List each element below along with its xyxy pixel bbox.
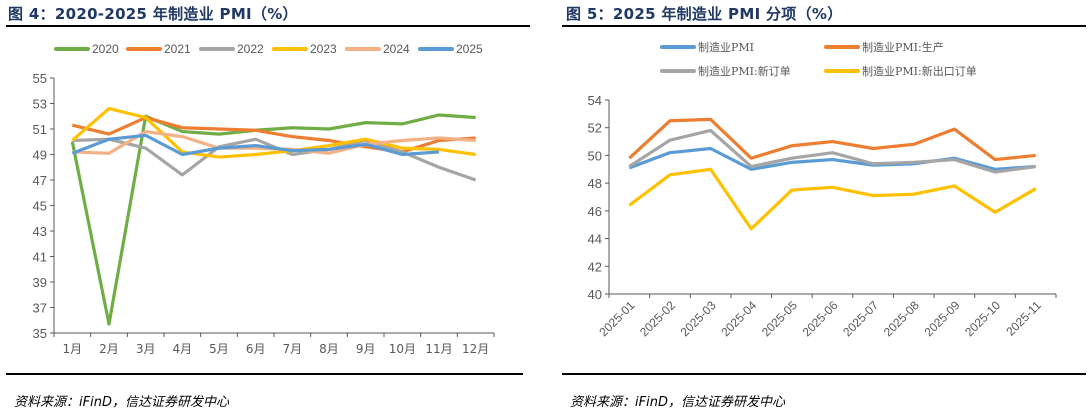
x-tick-label: 2025-05 bbox=[759, 298, 800, 339]
series-line-制造业PMI:新订单 bbox=[628, 128, 1036, 174]
x-tick-label: 2025-06 bbox=[800, 298, 841, 339]
y-tick-label: 35 bbox=[33, 326, 47, 341]
x-tick-label: 2025-01 bbox=[596, 298, 637, 339]
left-title-rule bbox=[6, 25, 530, 27]
y-tick-label: 54 bbox=[588, 93, 602, 108]
x-tick-label: 12月 bbox=[462, 342, 489, 356]
y-tick-label: 43 bbox=[33, 224, 47, 239]
y-tick-label: 45 bbox=[33, 199, 47, 214]
y-tick-label: 49 bbox=[33, 148, 47, 163]
y-tick-label: 53 bbox=[33, 97, 47, 112]
series-line-制造业PMI:新出口订单 bbox=[628, 167, 1037, 231]
y-tick-label: 46 bbox=[588, 204, 602, 219]
x-tick-label: 10月 bbox=[389, 342, 416, 356]
legend-label-2020: 2020 bbox=[92, 42, 119, 56]
legend-label-2021: 2021 bbox=[164, 42, 191, 56]
x-tick-label: 11月 bbox=[425, 342, 452, 356]
right-source-note: 资料来源：iFinD，信达证券研发中心 bbox=[570, 395, 785, 410]
y-tick-label: 44 bbox=[588, 232, 602, 247]
x-tick-label: 2月 bbox=[99, 342, 119, 356]
left-source-note: 资料来源：iFinD，信达证券研发中心 bbox=[14, 395, 229, 410]
x-tick-label: 2025-09 bbox=[921, 298, 962, 339]
right-title-rule bbox=[562, 25, 1086, 27]
legend-label-制造业PMI:生产: 制造业PMI:生产 bbox=[862, 40, 944, 54]
y-tick-label: 39 bbox=[33, 275, 47, 290]
series-line-制造业PMI:生产 bbox=[628, 117, 1036, 162]
legend-label-制造业PMI:新订单: 制造业PMI:新订单 bbox=[698, 64, 791, 78]
x-tick-label: 7月 bbox=[283, 342, 303, 356]
legend-label-制造业PMI: 制造业PMI bbox=[698, 40, 754, 54]
legend-label-2023: 2023 bbox=[310, 42, 337, 56]
series-line-制造业PMI bbox=[628, 146, 1036, 171]
y-tick-label: 51 bbox=[33, 122, 47, 137]
x-tick-label: 2025-07 bbox=[840, 298, 881, 339]
x-tick-label: 6月 bbox=[246, 342, 266, 356]
y-tick-label: 52 bbox=[588, 121, 602, 136]
x-tick-label: 2025-03 bbox=[678, 298, 719, 339]
y-tick-label: 37 bbox=[33, 301, 47, 316]
x-tick-label: 1月 bbox=[63, 342, 83, 356]
left-footer-rule bbox=[6, 373, 523, 375]
x-tick-label: 2025-02 bbox=[637, 298, 678, 339]
x-tick-label: 5月 bbox=[209, 342, 229, 356]
y-tick-label: 48 bbox=[588, 176, 602, 191]
y-tick-label: 41 bbox=[33, 250, 47, 265]
legend-label-2024: 2024 bbox=[383, 42, 410, 56]
series-line-2025 bbox=[71, 133, 440, 157]
series-line-2023 bbox=[71, 106, 476, 159]
y-tick-label: 55 bbox=[33, 71, 47, 86]
x-tick-label: 4月 bbox=[173, 342, 193, 356]
left-figure-title: 图 4：2020-2025 年制造业 PMI（%） bbox=[8, 5, 298, 23]
x-tick-label: 2025-10 bbox=[962, 298, 1003, 339]
right-figure-title: 图 5：2025 年制造业 PMI 分项（%） bbox=[566, 5, 843, 23]
y-tick-label: 40 bbox=[588, 287, 602, 302]
y-tick-label: 47 bbox=[33, 173, 47, 188]
y-tick-label: 42 bbox=[588, 259, 602, 274]
x-tick-label: 2025-04 bbox=[718, 298, 759, 339]
series-line-2020 bbox=[70, 113, 476, 326]
x-tick-label: 8月 bbox=[319, 342, 339, 356]
legend-label-2022: 2022 bbox=[237, 42, 264, 56]
x-tick-label: 2025-08 bbox=[881, 298, 922, 339]
x-tick-label: 2025-11 bbox=[1003, 298, 1044, 339]
series-line-2021 bbox=[71, 115, 476, 154]
legend-label-制造业PMI:新出口订单: 制造业PMI:新出口订单 bbox=[862, 64, 977, 78]
x-tick-label: 9月 bbox=[356, 342, 376, 356]
right-footer-rule bbox=[562, 373, 1086, 375]
x-tick-label: 3月 bbox=[136, 342, 156, 356]
legend-label-2025: 2025 bbox=[456, 42, 483, 56]
y-tick-label: 50 bbox=[588, 148, 602, 163]
